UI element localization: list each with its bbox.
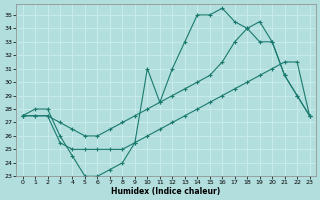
X-axis label: Humidex (Indice chaleur): Humidex (Indice chaleur) <box>111 187 221 196</box>
